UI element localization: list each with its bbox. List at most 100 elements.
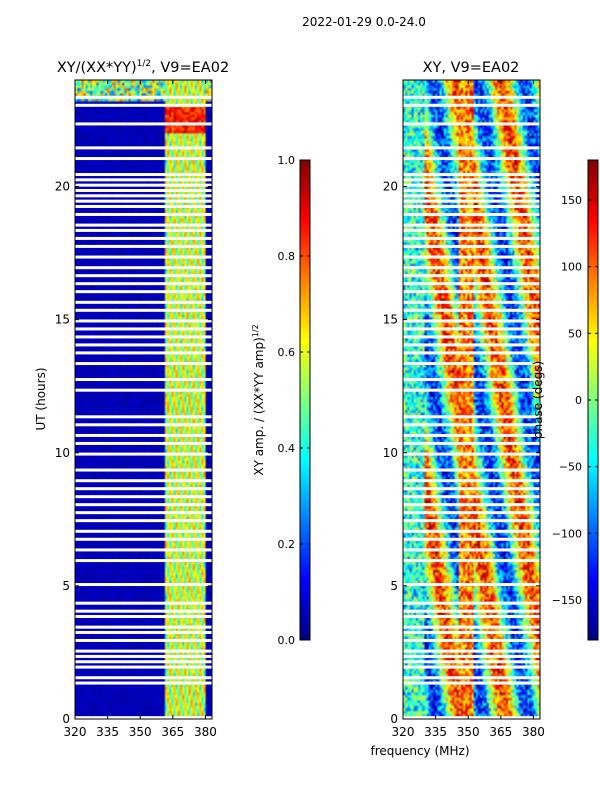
phase-heatmap bbox=[403, 80, 540, 720]
flagged-row bbox=[75, 362, 212, 366]
flagged-row bbox=[75, 559, 212, 563]
flagged-row bbox=[75, 236, 212, 240]
flagged-row bbox=[75, 660, 212, 664]
flagged-row bbox=[75, 319, 212, 323]
flagged-row bbox=[75, 519, 212, 523]
flagged-row bbox=[403, 194, 540, 198]
flagged-row bbox=[403, 665, 540, 669]
flagged-row bbox=[75, 290, 212, 294]
flagged-row bbox=[75, 173, 212, 177]
flagged-row bbox=[75, 601, 212, 605]
phase-colorbar: −150 −100 −50 0 50 100 150 bbox=[552, 159, 599, 641]
y-tick-label: 10 bbox=[55, 446, 70, 460]
flagged-row bbox=[75, 548, 212, 552]
flagged-row bbox=[403, 559, 540, 563]
flagged-row bbox=[403, 327, 540, 331]
flagged-row bbox=[75, 495, 212, 499]
flagged-row bbox=[75, 335, 212, 339]
plot-frame bbox=[74, 79, 213, 720]
x-tick-label: 365 bbox=[489, 725, 512, 739]
flagged-row bbox=[403, 335, 540, 339]
flagged-row bbox=[403, 519, 540, 523]
flagged-row bbox=[75, 630, 212, 634]
flagged-row bbox=[403, 199, 540, 203]
colorbar-tick-label: 0.8 bbox=[278, 250, 296, 263]
flagged-row bbox=[75, 609, 212, 613]
colorbar-tick-label: 100 bbox=[561, 261, 582, 274]
x-tick-label: 350 bbox=[457, 725, 480, 739]
flagged-row bbox=[403, 308, 540, 312]
figure-title: 2022-01-29 0.0-24.0 bbox=[302, 15, 426, 29]
phase-axes: 320 335 350 365 380 0 5 10 15 20 bbox=[383, 79, 545, 739]
flagged-row bbox=[403, 452, 540, 456]
amplitude-title-tail: , V9=EA02 bbox=[151, 60, 229, 76]
colorbar-scale bbox=[299, 159, 311, 641]
flagged-row bbox=[75, 649, 212, 653]
flagged-row bbox=[403, 223, 540, 227]
y-tick-label: 0 bbox=[62, 712, 70, 726]
flagged-row bbox=[75, 503, 212, 507]
x-tick-label: 365 bbox=[161, 725, 184, 739]
flagged-row bbox=[403, 681, 540, 685]
x-tick-label: 335 bbox=[96, 725, 119, 739]
flagged-row bbox=[75, 122, 212, 126]
flagged-row bbox=[75, 716, 212, 720]
flagged-row bbox=[75, 178, 212, 182]
flagged-row bbox=[403, 614, 540, 618]
flagged-row bbox=[403, 178, 540, 182]
flagged-row bbox=[75, 103, 212, 107]
flagged-row bbox=[403, 319, 540, 323]
flagged-row bbox=[403, 300, 540, 304]
x-tick-label: 335 bbox=[424, 725, 447, 739]
flagged-row bbox=[403, 282, 540, 286]
amplitude-axes: 320 335 350 365 380 0 5 10 15 20 bbox=[55, 79, 217, 739]
flagged-row bbox=[403, 122, 540, 126]
flagged-row bbox=[403, 343, 540, 347]
flagged-row bbox=[403, 274, 540, 278]
flagged-row bbox=[75, 654, 212, 658]
flagged-row bbox=[403, 433, 540, 437]
flagged-row bbox=[75, 537, 212, 541]
flagged-row bbox=[403, 660, 540, 664]
flagged-row bbox=[403, 609, 540, 613]
flagged-row bbox=[75, 274, 212, 278]
colorbar-tick-label: 0.2 bbox=[278, 538, 296, 551]
amplitude-title-exponent: 1/2 bbox=[137, 59, 151, 69]
flagged-row bbox=[403, 183, 540, 187]
x-tick-label: 320 bbox=[392, 725, 415, 739]
flagged-row bbox=[403, 716, 540, 720]
x-tick-label: 320 bbox=[64, 725, 87, 739]
flagged-row bbox=[75, 188, 212, 192]
flagged-row bbox=[403, 362, 540, 366]
y-tick-label: 15 bbox=[383, 313, 398, 327]
y-tick-label: 5 bbox=[62, 579, 70, 593]
y-tick-label: 10 bbox=[383, 446, 398, 460]
flagged-row bbox=[403, 654, 540, 658]
flagged-row bbox=[403, 378, 540, 382]
flagged-row bbox=[403, 236, 540, 240]
amplitude-heatmap bbox=[75, 80, 212, 720]
amplitude-colorbar-label-exponent: 1/2 bbox=[251, 324, 260, 337]
flagged-row bbox=[75, 343, 212, 347]
flagged-row bbox=[75, 479, 212, 483]
flagged-row bbox=[75, 146, 212, 150]
flagged-row bbox=[75, 625, 212, 629]
flagged-row bbox=[403, 630, 540, 634]
flagged-row bbox=[403, 266, 540, 270]
flagged-row bbox=[403, 495, 540, 499]
flagged-row bbox=[403, 173, 540, 177]
flagged-row bbox=[403, 649, 540, 653]
flagged-row bbox=[75, 388, 212, 392]
flagged-row bbox=[75, 244, 212, 248]
amplitude-panel-title: XY/(XX*YY)1/2, V9=EA02 bbox=[57, 59, 229, 76]
flagged-row bbox=[75, 681, 212, 685]
flagged-row bbox=[75, 583, 212, 587]
flagged-row bbox=[75, 378, 212, 382]
flagged-row bbox=[403, 228, 540, 232]
flagged-row bbox=[403, 212, 540, 216]
flagged-row bbox=[75, 255, 212, 259]
flagged-row bbox=[403, 468, 540, 472]
flagged-row bbox=[75, 511, 212, 515]
frequency-axis-label: frequency (MHz) bbox=[370, 744, 469, 758]
